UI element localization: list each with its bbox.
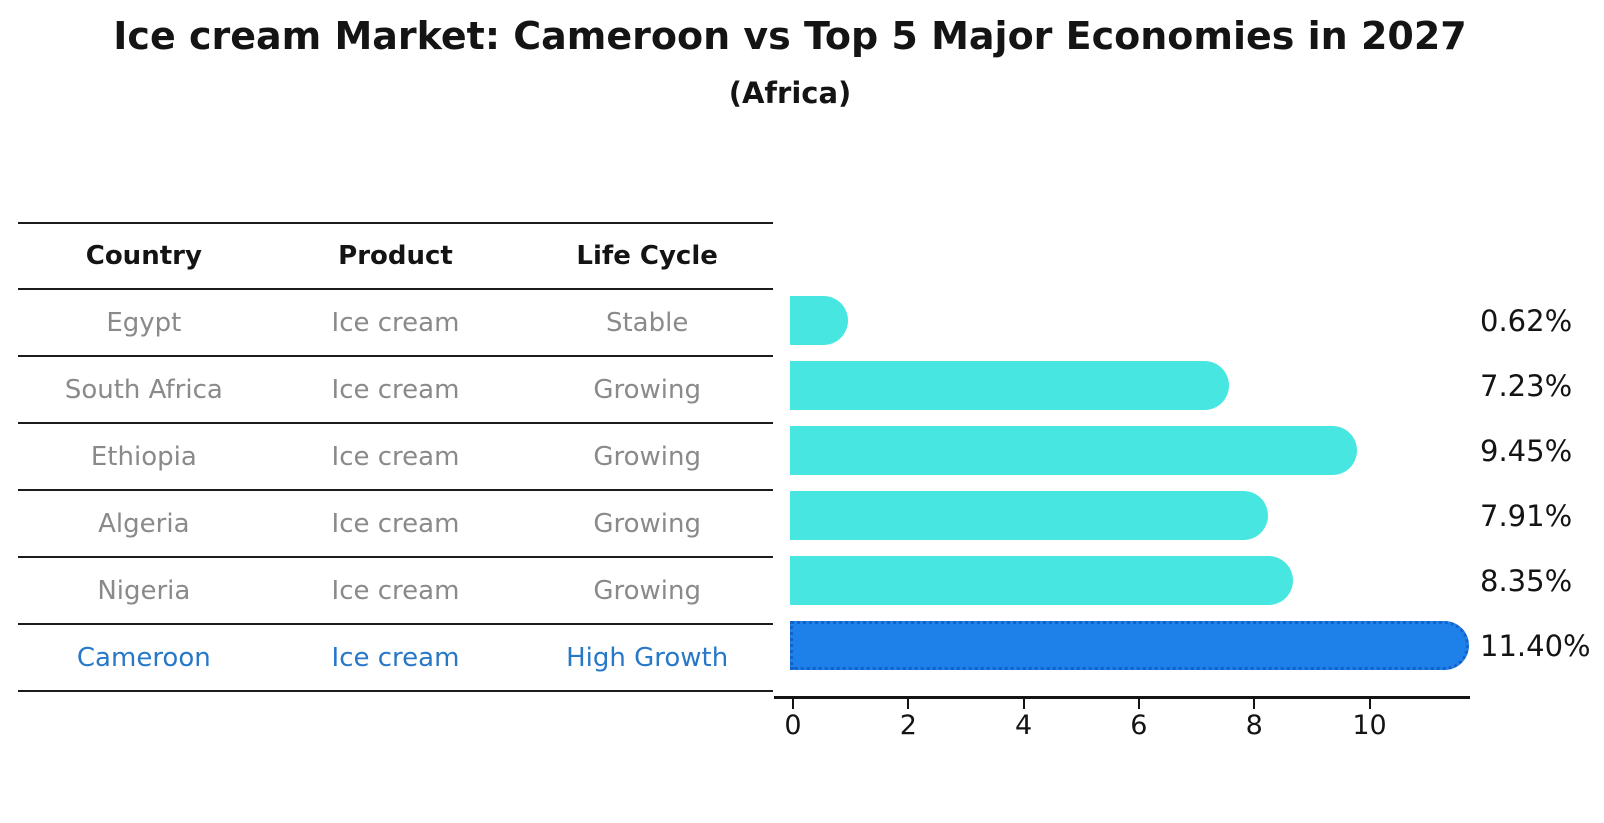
country-cell: Nigeria: [97, 575, 191, 606]
bar-ethiopia: [790, 426, 1357, 475]
x-axis-tick: [1253, 699, 1256, 709]
table-row-cameroon: Cameroon Ice cream High Growth: [18, 625, 773, 692]
column-header-lifecycle: Life Cycle: [576, 241, 718, 271]
x-axis-tick-label: 4: [1015, 710, 1033, 741]
table-row-algeria: Algeria Ice cream Growing: [18, 491, 773, 558]
lifecycle-cell: Growing: [593, 374, 701, 405]
value-label: 11.40%: [1480, 629, 1591, 663]
x-axis-tick-label: 2: [899, 710, 917, 741]
lifecycle-cell: Growing: [593, 508, 701, 539]
value-label: 9.45%: [1480, 434, 1573, 468]
column-header-country: Country: [85, 241, 202, 271]
country-cell: Cameroon: [76, 642, 211, 673]
chart-title: Ice cream Market: Cameroon vs Top 5 Majo…: [113, 14, 1467, 58]
country-cell: Ethiopia: [90, 441, 197, 472]
x-axis-tick-label: 10: [1352, 710, 1387, 741]
country-cell: Egypt: [106, 307, 182, 338]
value-label: 0.62%: [1480, 304, 1573, 338]
x-axis-tick: [1022, 699, 1025, 709]
x-axis-tick-label: 6: [1130, 710, 1148, 741]
x-axis-tick: [907, 699, 910, 709]
product-cell: Ice cream: [331, 642, 460, 673]
value-label: 8.35%: [1480, 564, 1573, 598]
x-axis-tick: [1368, 699, 1371, 709]
value-label: 7.91%: [1480, 499, 1573, 533]
country-cell: South Africa: [64, 374, 223, 405]
product-cell: Ice cream: [331, 374, 460, 405]
product-cell: Ice cream: [331, 307, 460, 338]
product-cell: Ice cream: [331, 441, 460, 472]
x-axis-line: [774, 696, 1470, 699]
x-axis-tick: [1137, 699, 1140, 709]
table-row-south-africa: South Africa Ice cream Growing: [18, 357, 773, 424]
x-axis-tick: [792, 699, 794, 709]
product-cell: Ice cream: [331, 508, 460, 539]
table-header-row: Country Product Life Cycle: [18, 224, 773, 290]
country-table: Country Product Life Cycle Egypt Ice cre…: [18, 222, 773, 692]
product-cell: Ice cream: [331, 575, 460, 606]
lifecycle-cell: Stable: [605, 307, 689, 338]
bar-egypt: [790, 296, 848, 345]
bar-algeria: [790, 491, 1268, 540]
lifecycle-cell: Growing: [593, 441, 701, 472]
table-row-ethiopia: Ethiopia Ice cream Growing: [18, 424, 773, 491]
x-axis-tick-label: 8: [1245, 710, 1263, 741]
chart-subtitle: (Africa): [728, 76, 852, 110]
x-axis-tick-label: 0: [784, 710, 802, 741]
country-cell: Algeria: [98, 508, 190, 539]
table-row-egypt: Egypt Ice cream Stable: [18, 290, 773, 357]
table-row-nigeria: Nigeria Ice cream Growing: [18, 558, 773, 625]
lifecycle-cell: High Growth: [566, 642, 729, 673]
bar-south-africa: [790, 361, 1229, 410]
bar-cameroon: [790, 621, 1470, 670]
column-header-product: Product: [338, 241, 453, 271]
value-label: 7.23%: [1480, 369, 1573, 403]
bar-nigeria: [790, 556, 1294, 605]
lifecycle-cell: Growing: [593, 575, 701, 606]
